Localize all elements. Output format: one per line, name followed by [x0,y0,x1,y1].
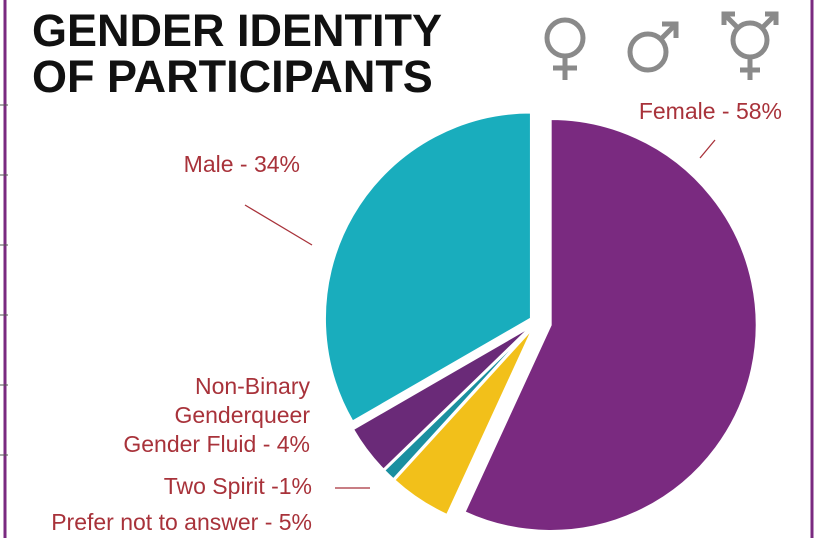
pie-slice [323,111,532,423]
chart-title: OF PARTICIPANTS [32,51,433,102]
slice-label: Gender Fluid - 4% [123,431,310,457]
chart-title: GENDER IDENTITY [32,5,442,56]
leader-line [699,139,716,159]
slice-label: Non-Binary [195,373,311,399]
pie-slice [382,326,533,481]
pie [323,111,758,532]
slice-label: Genderqueer [174,402,310,428]
slice-label: Female - 58% [639,98,782,124]
pie-slice [392,327,535,517]
slice-label: Male - 34% [184,151,300,177]
pie-slice [463,117,758,532]
pie-slice [351,325,533,472]
leader-line [244,204,313,246]
frame [0,0,814,538]
slice-label: Prefer not to answer - 5% [51,509,312,535]
slice-label: Two Spirit -1% [164,473,312,499]
gender-icons [544,11,779,80]
